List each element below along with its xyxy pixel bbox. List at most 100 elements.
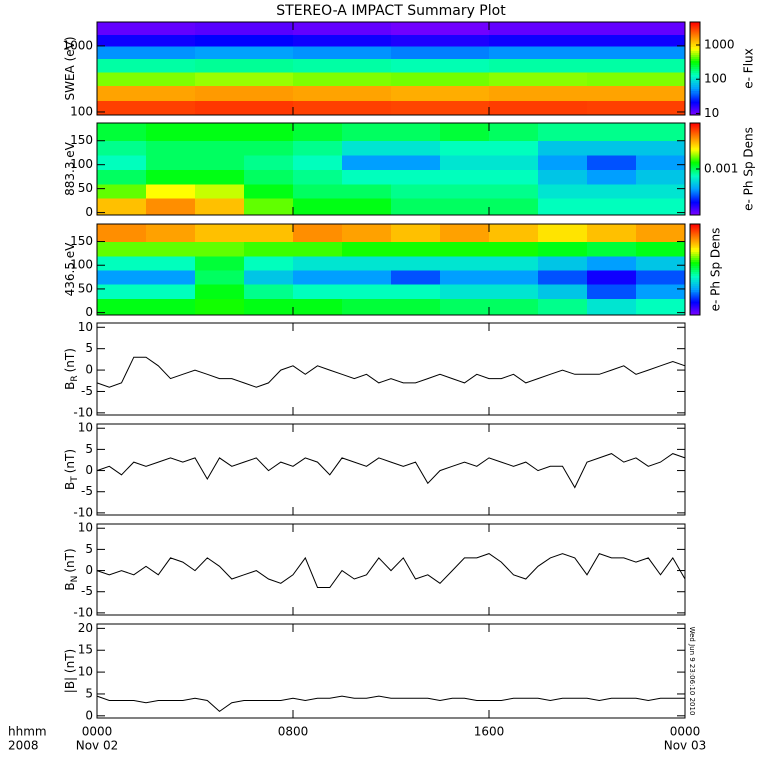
colorbar-step bbox=[690, 279, 700, 282]
heatmap-cell bbox=[587, 85, 686, 101]
heatmap-cell bbox=[244, 169, 294, 185]
heatmap-cell bbox=[391, 123, 441, 142]
heatmap-cell bbox=[342, 155, 392, 170]
y-label-main: |B| (nT) bbox=[63, 649, 77, 693]
colorbar-step bbox=[690, 245, 700, 249]
colorbar-step bbox=[690, 98, 700, 102]
heatmap-cell bbox=[97, 298, 147, 316]
y-tick-label: 20 bbox=[78, 621, 93, 635]
y-tick-label: 5 bbox=[85, 686, 93, 700]
y-label-main: SWEA (eV) bbox=[63, 36, 77, 100]
colorbar-step bbox=[690, 163, 700, 166]
y-tick-label: 0 bbox=[85, 708, 93, 722]
y-label-main: 883.3 eV bbox=[63, 141, 77, 196]
colorbar-step bbox=[690, 227, 700, 231]
colorbar-step bbox=[690, 307, 700, 310]
colorbar-step bbox=[690, 38, 700, 41]
heatmap-cell bbox=[489, 169, 539, 185]
x-tick-label: 0000 bbox=[670, 725, 701, 739]
colorbar-step bbox=[690, 22, 700, 25]
colorbar-step bbox=[690, 82, 700, 86]
data-line bbox=[96, 356, 686, 388]
colorbar-step bbox=[690, 301, 700, 304]
heatmap-cell bbox=[391, 22, 490, 35]
colorbar-step bbox=[690, 187, 700, 190]
colorbar-tick-label: 0.001 bbox=[704, 162, 738, 176]
y-axis-label: BN (nT) bbox=[63, 548, 80, 590]
colorbar-step bbox=[690, 173, 700, 176]
colorbar-step bbox=[690, 285, 700, 288]
heatmap-cell bbox=[195, 284, 245, 299]
colorbar-step bbox=[690, 131, 700, 134]
colorbar-step bbox=[690, 271, 700, 274]
colorbar-step bbox=[690, 201, 700, 204]
colorbar-step bbox=[690, 145, 700, 148]
colorbar-step bbox=[690, 255, 700, 259]
colorbar-step bbox=[690, 112, 700, 116]
heatmap-cell bbox=[587, 298, 637, 316]
heatmap-cell bbox=[195, 140, 245, 156]
heatmap-cell bbox=[440, 198, 490, 216]
heatmap-cell bbox=[244, 298, 294, 316]
colorbar-step bbox=[690, 179, 700, 182]
y-tick-label: 0 bbox=[85, 363, 93, 377]
heatmap-cell bbox=[587, 100, 686, 116]
heatmap-cell bbox=[146, 155, 196, 170]
heatmap-cell bbox=[97, 85, 196, 101]
heatmap-cell bbox=[636, 241, 686, 257]
colorbar-step bbox=[690, 155, 700, 158]
y-tick-label: 0 bbox=[85, 305, 93, 319]
heatmap-cell bbox=[440, 241, 490, 257]
colorbar-step bbox=[690, 193, 700, 196]
x-axis-caption: 2008 bbox=[8, 739, 39, 753]
heatmap-cell bbox=[391, 183, 441, 199]
y-tick-label: 5 bbox=[85, 442, 93, 456]
y-tick-label: 50 bbox=[78, 181, 93, 195]
heatmap-cell bbox=[636, 298, 686, 316]
colorbar-step bbox=[690, 50, 700, 53]
colorbar-step bbox=[690, 265, 700, 269]
heatmap-cell bbox=[538, 224, 588, 243]
y-tick-label: 0 bbox=[85, 563, 93, 577]
colorbar-step bbox=[690, 153, 700, 156]
heatmap-cell bbox=[97, 72, 196, 87]
colorbar-step bbox=[690, 86, 700, 90]
colorbar-step bbox=[690, 141, 700, 144]
y-label-main: 436.5 eV bbox=[63, 242, 77, 297]
heatmap-cell bbox=[489, 22, 588, 35]
heatmap-cell bbox=[195, 241, 245, 257]
heatmap-cell bbox=[244, 269, 294, 285]
heatmap-cell bbox=[195, 298, 245, 316]
heatmap-cell bbox=[195, 123, 245, 142]
y-axis-label: SWEA (eV) bbox=[63, 36, 77, 100]
heatmap-cell bbox=[587, 155, 637, 170]
heatmap-cell bbox=[538, 298, 588, 316]
colorbar-step bbox=[690, 56, 700, 59]
colorbar-step bbox=[690, 58, 700, 61]
y-label-unit: (nT) bbox=[63, 548, 77, 572]
colorbar-step bbox=[690, 237, 700, 241]
colorbar-step bbox=[690, 275, 700, 278]
colorbar-step bbox=[690, 299, 700, 302]
colorbar-step bbox=[690, 247, 700, 251]
y-tick-label: 100 bbox=[70, 104, 93, 118]
heatmap-cell bbox=[440, 183, 490, 199]
colorbar-step bbox=[690, 165, 700, 168]
colorbar-step bbox=[690, 181, 700, 184]
heatmap-cell bbox=[146, 255, 196, 271]
colorbar-step bbox=[690, 199, 700, 202]
heatmap-cell bbox=[195, 255, 245, 271]
data-line bbox=[96, 695, 685, 713]
y-tick-label: 10 bbox=[78, 421, 93, 435]
heatmap-cell bbox=[391, 100, 490, 116]
colorbar-step bbox=[690, 191, 700, 194]
y-tick-label: -5 bbox=[81, 384, 93, 398]
y-label-main: B bbox=[63, 382, 77, 390]
heatmap-cell bbox=[97, 183, 147, 199]
colorbar-step bbox=[690, 60, 700, 63]
heatmap-cell bbox=[587, 183, 637, 199]
colorbar-step bbox=[690, 259, 700, 263]
colorbar-step bbox=[690, 70, 700, 74]
colorbar-step bbox=[690, 102, 700, 106]
colorbar-step bbox=[690, 30, 700, 33]
